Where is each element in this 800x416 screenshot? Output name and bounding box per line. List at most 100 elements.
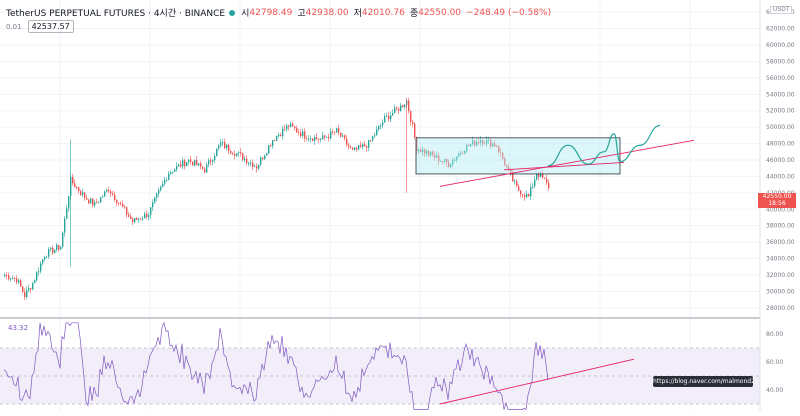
candle-body bbox=[30, 288, 32, 290]
candle-body bbox=[542, 173, 544, 178]
candle-body bbox=[198, 163, 200, 166]
candle-body bbox=[190, 159, 192, 162]
candle-body bbox=[152, 202, 154, 208]
candle-body bbox=[546, 178, 548, 183]
candle-body bbox=[336, 128, 338, 133]
rsi-legend[interactable]: 43.32 bbox=[8, 324, 28, 332]
range-box-drawing[interactable] bbox=[415, 137, 621, 175]
candle-body bbox=[26, 290, 28, 298]
candle-body bbox=[548, 182, 550, 189]
candle-body bbox=[226, 144, 228, 149]
candle-body bbox=[298, 132, 300, 133]
price-tick-label: 36000.00 bbox=[766, 239, 795, 246]
candle-body bbox=[344, 135, 346, 139]
candle-body bbox=[414, 123, 416, 138]
candle-body bbox=[522, 194, 524, 196]
candle-body bbox=[286, 125, 288, 130]
candle-body bbox=[244, 158, 246, 160]
candle-body bbox=[242, 153, 244, 160]
candle-body bbox=[138, 218, 140, 220]
candle-body bbox=[376, 129, 378, 136]
candle-body bbox=[520, 190, 522, 195]
candle-body bbox=[454, 159, 456, 161]
candle-body bbox=[540, 173, 542, 177]
candle-body bbox=[408, 100, 410, 112]
candle-body bbox=[14, 278, 16, 279]
candle-body bbox=[210, 160, 212, 162]
market-status-icon bbox=[229, 9, 236, 16]
symbol-title[interactable]: TetherUS PERPETUAL FUTURES · 4시간 · BINAN… bbox=[6, 9, 226, 19]
candle-body bbox=[404, 105, 406, 108]
candle-body bbox=[148, 215, 150, 218]
candle-body bbox=[384, 116, 386, 123]
candle-body bbox=[100, 197, 102, 203]
price-tick-label: 62000.00 bbox=[766, 26, 795, 33]
candle-body bbox=[326, 136, 328, 138]
candle-body bbox=[364, 144, 366, 147]
trend-line-drawing[interactable] bbox=[503, 162, 625, 171]
candle-body bbox=[346, 138, 348, 145]
candle-body bbox=[124, 206, 126, 208]
candle-body bbox=[254, 166, 256, 168]
candle-body bbox=[236, 153, 238, 156]
candle-body bbox=[292, 123, 294, 127]
candle-body bbox=[534, 179, 536, 187]
candle-body bbox=[36, 272, 38, 281]
candle-body bbox=[188, 159, 190, 163]
candle-body bbox=[358, 145, 360, 150]
candle-body bbox=[474, 140, 476, 146]
candle-body bbox=[180, 164, 182, 167]
price-tick-label: 56000.00 bbox=[766, 75, 795, 82]
candle-body bbox=[294, 126, 296, 129]
candle-body bbox=[156, 193, 158, 198]
candle-body bbox=[194, 160, 196, 166]
candle-body bbox=[416, 137, 418, 152]
candle-body bbox=[444, 159, 446, 162]
candle-body bbox=[150, 207, 152, 216]
rsi-tick-label: 60.00 bbox=[766, 359, 783, 366]
candle-body bbox=[516, 181, 518, 187]
candle-body bbox=[370, 140, 372, 141]
candle-body bbox=[366, 146, 368, 148]
price-tick-label: 60000.00 bbox=[766, 42, 795, 49]
candle-body bbox=[8, 275, 10, 280]
candle-body bbox=[394, 107, 396, 114]
candle-body bbox=[372, 136, 374, 141]
candle-body bbox=[174, 169, 176, 172]
candle-body bbox=[218, 145, 220, 149]
candle-body bbox=[208, 160, 210, 165]
drawings-group bbox=[415, 124, 695, 187]
candle-body bbox=[374, 135, 376, 137]
candle-body bbox=[34, 280, 36, 284]
open-label: 시 bbox=[241, 9, 250, 19]
candle-body bbox=[176, 166, 178, 170]
candle-body bbox=[306, 138, 308, 140]
candle-body bbox=[172, 171, 174, 173]
candle-body bbox=[12, 278, 14, 279]
trend-line-drawing[interactable] bbox=[439, 139, 695, 187]
candle-body bbox=[132, 218, 134, 223]
last-price-value: 42550.00 bbox=[762, 193, 792, 200]
candle-body bbox=[300, 132, 302, 137]
close-value: 42550.00 bbox=[418, 7, 462, 18]
candle-body bbox=[108, 189, 110, 192]
candle-body bbox=[512, 173, 514, 182]
candle-body bbox=[396, 107, 398, 109]
candle-body bbox=[262, 157, 264, 160]
projection-path-drawing[interactable] bbox=[547, 124, 661, 167]
candle-body bbox=[502, 152, 504, 159]
candle-body bbox=[274, 140, 276, 141]
candle-body bbox=[352, 147, 354, 150]
candle-body bbox=[48, 249, 50, 257]
candle-body bbox=[112, 193, 114, 195]
currency-label[interactable]: USDT bbox=[770, 6, 793, 14]
candle-body bbox=[134, 218, 136, 223]
rsi-trend-line-drawing[interactable] bbox=[439, 358, 635, 405]
candle-body bbox=[114, 194, 116, 200]
candle-body bbox=[94, 202, 96, 206]
price-tick-label: 40000.00 bbox=[766, 206, 795, 213]
candle-body bbox=[276, 136, 278, 141]
candle-body bbox=[504, 158, 506, 166]
